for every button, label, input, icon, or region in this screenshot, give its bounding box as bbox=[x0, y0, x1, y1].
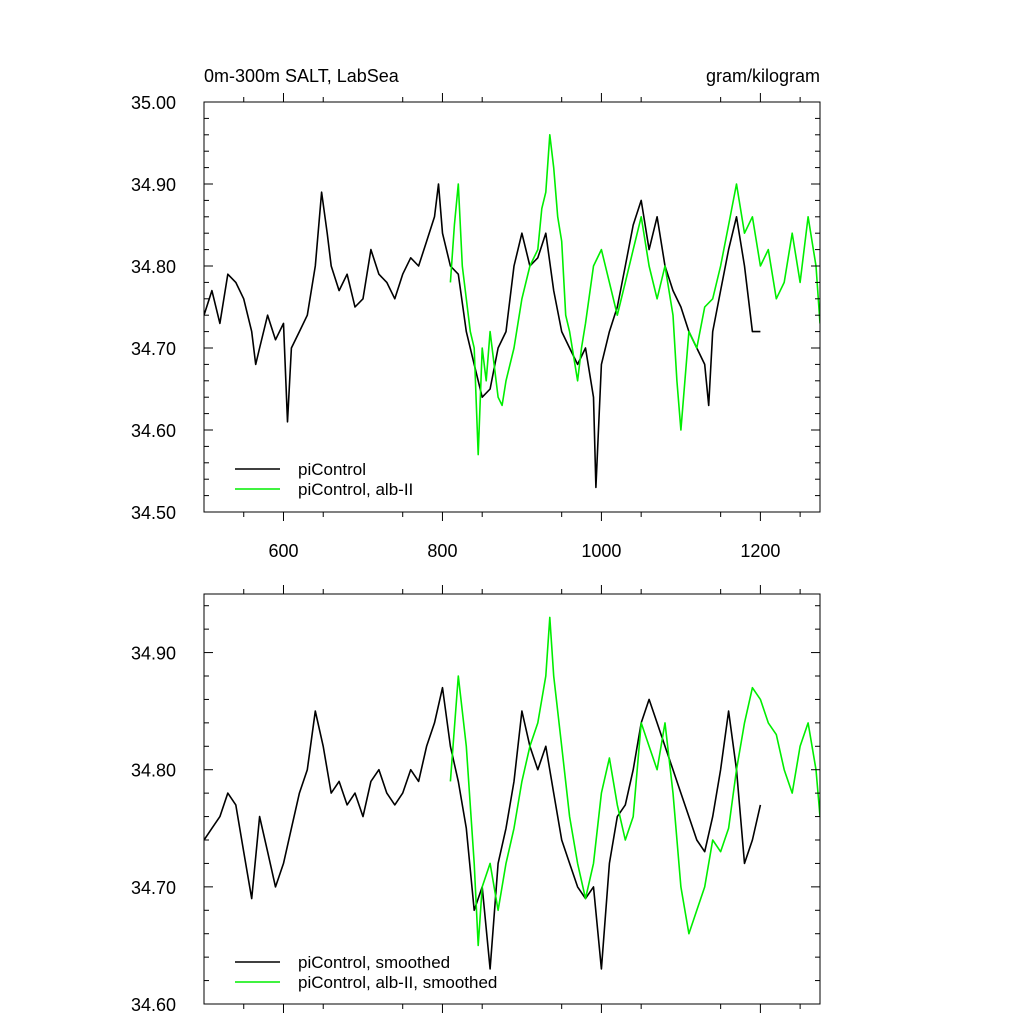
bottom-ytick-label: 34.60 bbox=[131, 995, 176, 1015]
top-ytick-label: 34.50 bbox=[131, 503, 176, 523]
top-axes: 34.50 34.60 34.70 34.80 34.90 35.00 600 800 1000… bbox=[131, 93, 821, 561]
bottom-plot-area bbox=[204, 616, 820, 970]
legend-label-picontrol: piControl bbox=[298, 460, 366, 479]
top-ytick-label: 34.90 bbox=[131, 175, 176, 195]
bottom-plot-frame bbox=[203, 593, 821, 1005]
top-ytick-label: 34.60 bbox=[131, 421, 176, 441]
top-xtick-label: 1000 bbox=[581, 541, 621, 561]
bottom-ytick-label: 34.80 bbox=[131, 761, 176, 781]
top-plot-frame bbox=[203, 101, 821, 513]
legend-label-picontrol-alb-ii-smoothed: piControl, alb-II, smoothed bbox=[298, 973, 497, 992]
bottom-legend: piControl, smoothed piControl, alb-II, s… bbox=[235, 953, 497, 992]
bottom-series-line-1 bbox=[449, 616, 820, 947]
legend-label-picontrol-alb-ii: piControl, alb-II bbox=[298, 480, 413, 499]
bottom-ytick-label: 34.90 bbox=[131, 644, 176, 664]
legend-label-picontrol-smoothed: piControl, smoothed bbox=[298, 953, 450, 972]
top-xtick-label: 600 bbox=[268, 541, 298, 561]
bottom-chart: 34.60 34.70 34.80 34.90 piControl, smoothed… bbox=[131, 585, 821, 1015]
top-chart-title: 0m-300m SALT, LabSea bbox=[204, 66, 400, 86]
top-chart-units: gram/kilogram bbox=[706, 66, 820, 86]
top-chart: 0m-300m SALT, LabSea gram/kilogram 34.50… bbox=[131, 66, 821, 561]
top-series-line-1 bbox=[449, 134, 820, 456]
bottom-axes: 34.60 34.70 34.80 34.90 bbox=[131, 585, 821, 1015]
top-ytick-label: 34.80 bbox=[131, 257, 176, 277]
top-ytick-label: 35.00 bbox=[131, 93, 176, 113]
bottom-ytick-label: 34.70 bbox=[131, 878, 176, 898]
top-plot-area bbox=[204, 134, 820, 489]
top-xtick-label: 800 bbox=[427, 541, 457, 561]
top-ytick-label: 34.70 bbox=[131, 339, 176, 359]
top-legend: piControl piControl, alb-II bbox=[235, 460, 413, 499]
top-xtick-label: 1200 bbox=[740, 541, 780, 561]
